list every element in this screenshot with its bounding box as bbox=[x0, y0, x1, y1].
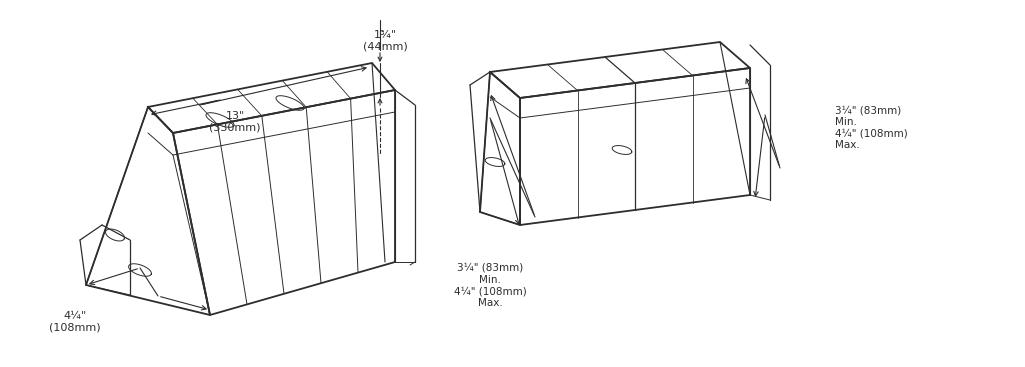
Text: 3¼" (83mm)
Min.
4¼" (108mm)
Max.: 3¼" (83mm) Min. 4¼" (108mm) Max. bbox=[835, 106, 908, 150]
Text: 4¼"
(108mm): 4¼" (108mm) bbox=[49, 311, 100, 333]
Text: 13"
(330mm): 13" (330mm) bbox=[209, 111, 260, 133]
Text: 1¾"
(44mm): 1¾" (44mm) bbox=[363, 30, 407, 52]
Text: 3¼" (83mm)
Min.
4¼" (108mm)
Max.: 3¼" (83mm) Min. 4¼" (108mm) Max. bbox=[454, 263, 527, 308]
